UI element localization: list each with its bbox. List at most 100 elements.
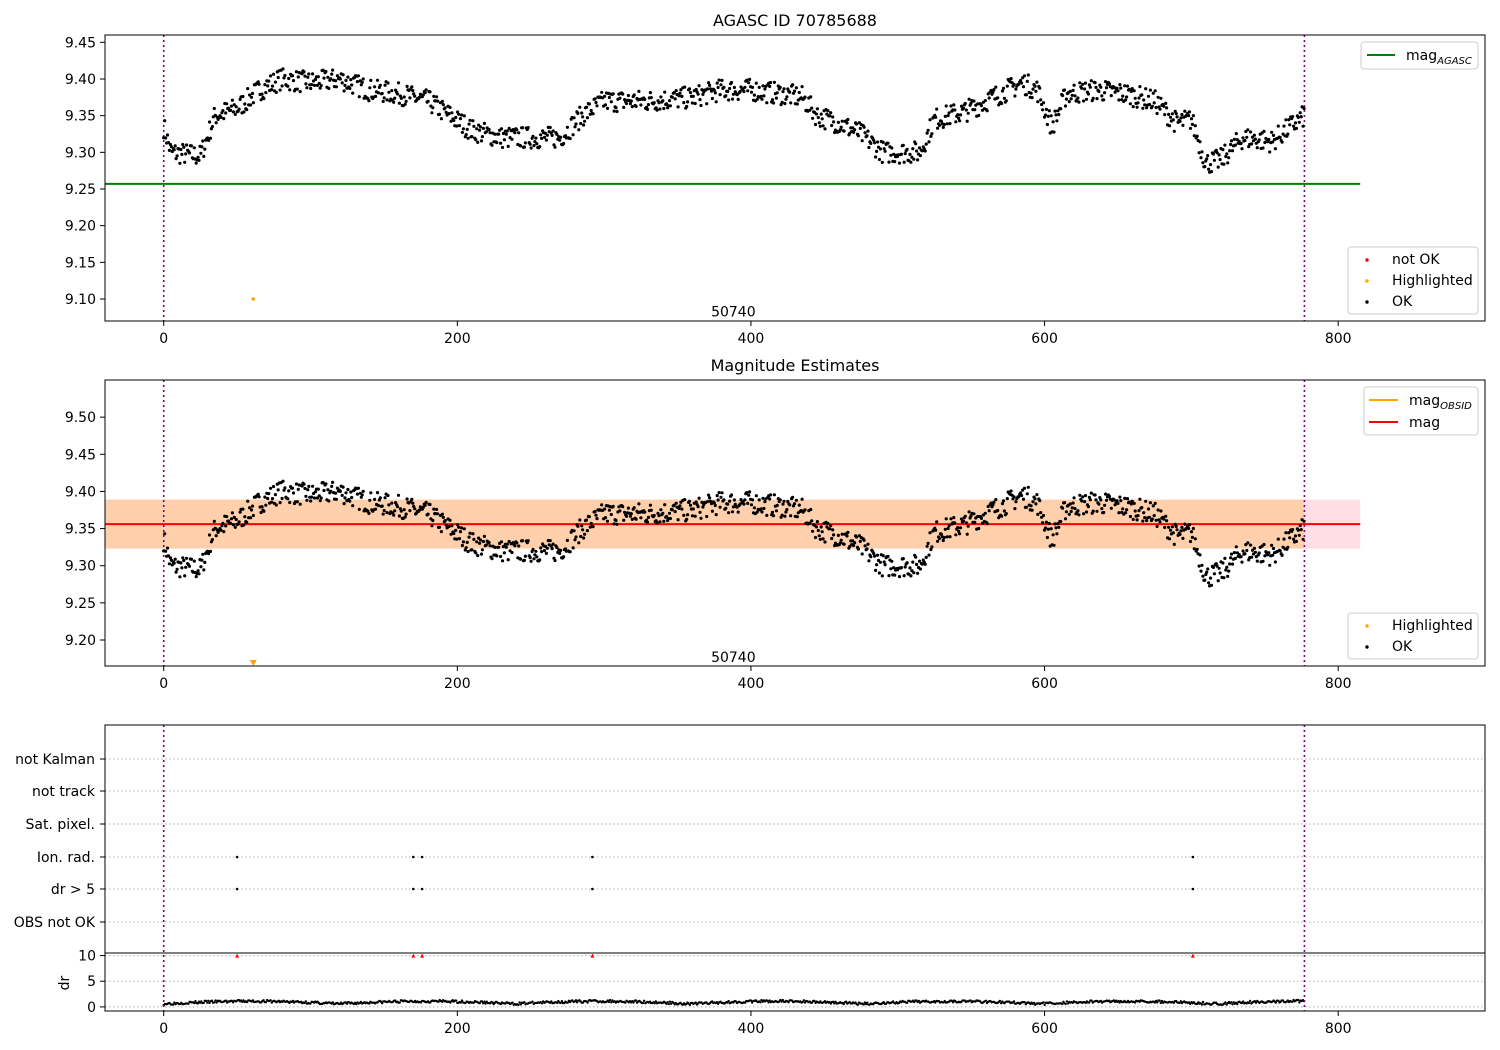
x-tick-label: 600: [1031, 331, 1058, 347]
data-point: [430, 111, 434, 115]
data-point: [782, 87, 786, 91]
data-point: [749, 90, 754, 94]
data-point: [652, 513, 656, 518]
data-point: [464, 133, 468, 137]
dr-point: [262, 999, 265, 1002]
data-point: [573, 125, 577, 129]
data-point: [1051, 533, 1055, 537]
data-point: [794, 498, 799, 502]
dr-point: [813, 999, 816, 1003]
data-point: [269, 74, 273, 78]
data-point: [1146, 507, 1151, 511]
data-point: [210, 125, 214, 129]
data-point: [1135, 518, 1139, 522]
data-point: [203, 560, 207, 565]
data-point: [914, 142, 918, 146]
data-point: [1249, 543, 1253, 547]
data-point: [167, 562, 171, 566]
data-point: [1056, 522, 1060, 526]
data-point: [311, 72, 315, 76]
data-point: [1296, 115, 1300, 119]
data-point: [559, 548, 563, 553]
data-point: [1086, 92, 1090, 96]
data-point: [1271, 553, 1275, 557]
data-point: [1209, 583, 1214, 587]
data-point: [1293, 534, 1298, 538]
data-point: [952, 516, 956, 520]
data-point: [382, 508, 386, 513]
dr-point: [842, 1002, 845, 1006]
data-point: [581, 115, 585, 119]
data-point: [499, 554, 503, 559]
dr-point: [749, 999, 753, 1002]
data-point: [1038, 499, 1042, 503]
data-point: [1222, 162, 1226, 166]
data-point: [979, 104, 984, 108]
data-point: [655, 108, 659, 112]
data-point: [749, 503, 754, 507]
data-point: [820, 117, 824, 121]
data-point: [917, 146, 922, 150]
data-point: [1187, 523, 1192, 527]
data-point: [1273, 560, 1277, 564]
data-point: [348, 86, 352, 91]
data-point: [1072, 83, 1076, 87]
data-point: [909, 574, 913, 578]
data-point: [1168, 528, 1173, 532]
data-point: [754, 81, 758, 85]
dr-point: [194, 1000, 197, 1003]
data-point: [716, 498, 720, 502]
data-point: [937, 123, 942, 127]
dr-point: [459, 1001, 463, 1004]
data-point: [234, 105, 238, 109]
data-point: [315, 496, 319, 500]
data-point: [726, 502, 730, 506]
data-point: [747, 493, 751, 497]
data-point: [892, 152, 896, 156]
data-point: [580, 111, 584, 115]
data-point: [1119, 499, 1123, 503]
data-point: [873, 141, 877, 145]
data-point: [593, 510, 597, 514]
data-point: [458, 530, 463, 534]
dr-point: [1277, 999, 1280, 1002]
data-point: [732, 85, 737, 90]
data-point: [1087, 83, 1091, 87]
data-point: [781, 502, 785, 506]
data-point: [947, 111, 951, 115]
data-point: [869, 141, 873, 145]
data-point: [470, 135, 474, 139]
data-point: [883, 563, 887, 567]
data-point: [1217, 153, 1221, 157]
data-point: [259, 98, 263, 102]
data-point: [819, 112, 823, 116]
data-point: [447, 112, 451, 116]
data-point: [890, 146, 894, 150]
data-point: [1128, 102, 1132, 106]
data-point: [251, 513, 255, 518]
data-point: [1034, 502, 1038, 506]
data-point: [274, 90, 278, 94]
data-point: [1029, 91, 1033, 95]
data-point: [568, 136, 572, 141]
data-point: [322, 488, 326, 493]
p3-x-axis: 0 200 400 600 800: [159, 1011, 1352, 1037]
data-point: [722, 85, 726, 89]
data-point: [202, 568, 206, 572]
data-point: [648, 91, 653, 95]
data-point: [791, 495, 795, 499]
data-point: [889, 567, 893, 571]
data-point: [1201, 574, 1205, 578]
data-point: [1155, 524, 1159, 529]
data-point: [219, 115, 223, 119]
data-point: [256, 492, 260, 496]
data-point: [865, 547, 869, 551]
data-point: [571, 133, 575, 137]
dr-point: [251, 999, 255, 1002]
data-point: [230, 98, 234, 102]
data-point: [317, 81, 321, 85]
data-point: [531, 547, 535, 552]
data-point: [355, 492, 359, 496]
data-point: [1253, 137, 1257, 141]
data-point: [470, 548, 474, 552]
